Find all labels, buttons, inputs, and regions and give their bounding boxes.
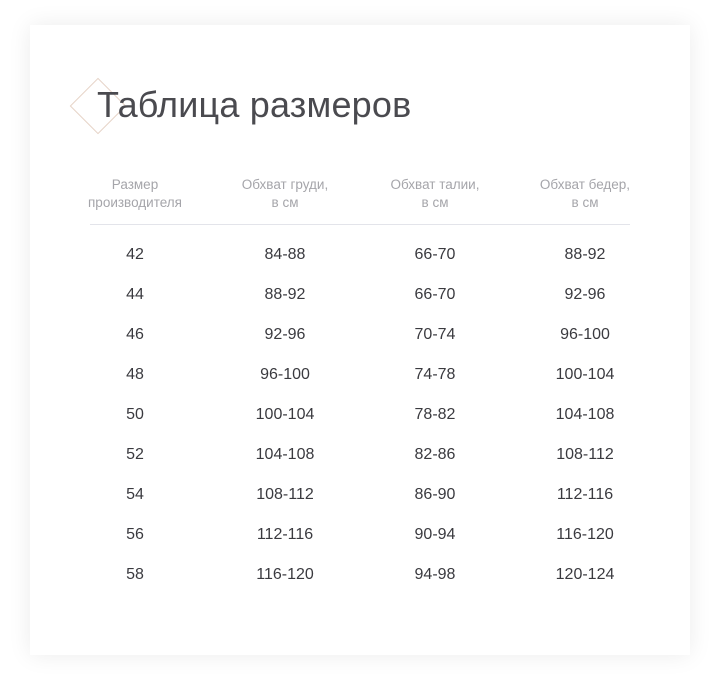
table-cell: 66-70: [414, 246, 456, 263]
table-cell: 44: [126, 286, 144, 303]
table-cell: 56: [126, 526, 144, 543]
table-cell: 48: [126, 366, 144, 383]
table-cell: 96-100: [560, 326, 610, 343]
table-cell: 108-112: [256, 486, 314, 503]
table-cell: 116-120: [556, 526, 614, 543]
size-chart-card: [30, 25, 690, 655]
column-header: Размер производителя: [88, 177, 182, 210]
table-cell: 88-92: [564, 246, 606, 263]
table-cell: 112-116: [256, 526, 314, 543]
table-cell: 74-78: [414, 366, 456, 383]
table-cell: 112-116: [556, 486, 614, 503]
table-cell: 42: [126, 246, 144, 263]
table-cell: 92-96: [564, 286, 606, 303]
table-cell: 50: [126, 406, 144, 423]
column-header: Обхват талии, в см: [390, 177, 480, 210]
table-cell: 92-96: [264, 326, 306, 343]
table-cell: 116-120: [256, 566, 314, 583]
table-cell: 120-124: [555, 566, 615, 583]
table-cell: 86-90: [414, 486, 456, 503]
table-cell: 100-104: [555, 366, 615, 383]
table-cell: 90-94: [414, 526, 456, 543]
column-header: Обхват груди, в см: [241, 177, 329, 210]
table-cell: 66-70: [414, 286, 456, 303]
table-cell: 46: [126, 326, 144, 343]
header-divider: [90, 224, 630, 225]
table-cell: 82-86: [414, 446, 456, 463]
table-cell: 52: [126, 446, 144, 463]
table-cell: 108-112: [556, 446, 614, 463]
table-cell: 96-100: [260, 366, 310, 383]
table-cell: 104-108: [555, 406, 615, 423]
table-cell: 54: [126, 486, 144, 503]
column-header: Обхват бедер, в см: [539, 177, 631, 210]
table-cell: 100-104: [255, 406, 315, 423]
table-cell: 84-88: [264, 246, 306, 263]
page-title: Таблица размеров: [97, 84, 412, 125]
table-cell: 70-74: [414, 326, 456, 343]
table-cell: 88-92: [264, 286, 306, 303]
table-cell: 104-108: [255, 446, 315, 463]
table-cell: 78-82: [414, 406, 456, 423]
table-cell: 58: [126, 566, 144, 583]
table-cell: 94-98: [414, 566, 456, 583]
